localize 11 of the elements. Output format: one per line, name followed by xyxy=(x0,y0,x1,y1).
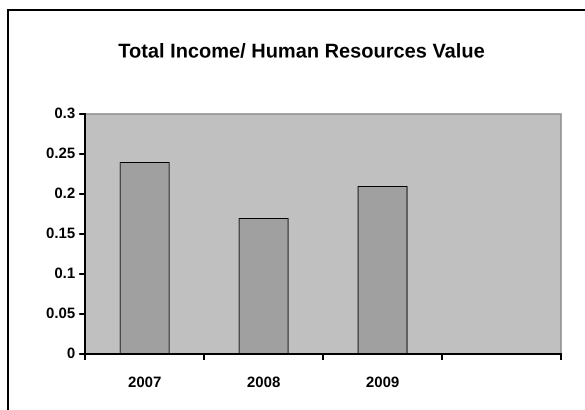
x-tick-label: 2008 xyxy=(246,374,280,392)
y-tick-label: 0 xyxy=(66,345,76,362)
y-tick-label: 0.1 xyxy=(54,265,76,282)
x-tick-label: 2007 xyxy=(128,374,162,392)
y-tick-label: 0.2 xyxy=(54,185,76,202)
y-tick-label: 0.15 xyxy=(46,225,76,242)
y-tick-label: 0.3 xyxy=(54,105,76,122)
y-tick-label: 0.25 xyxy=(46,145,76,162)
x-tick-label: 2009 xyxy=(366,374,400,392)
chart-title: Total Income/ Human Resources Value xyxy=(118,40,485,63)
y-tick-label: 0.05 xyxy=(46,305,76,322)
